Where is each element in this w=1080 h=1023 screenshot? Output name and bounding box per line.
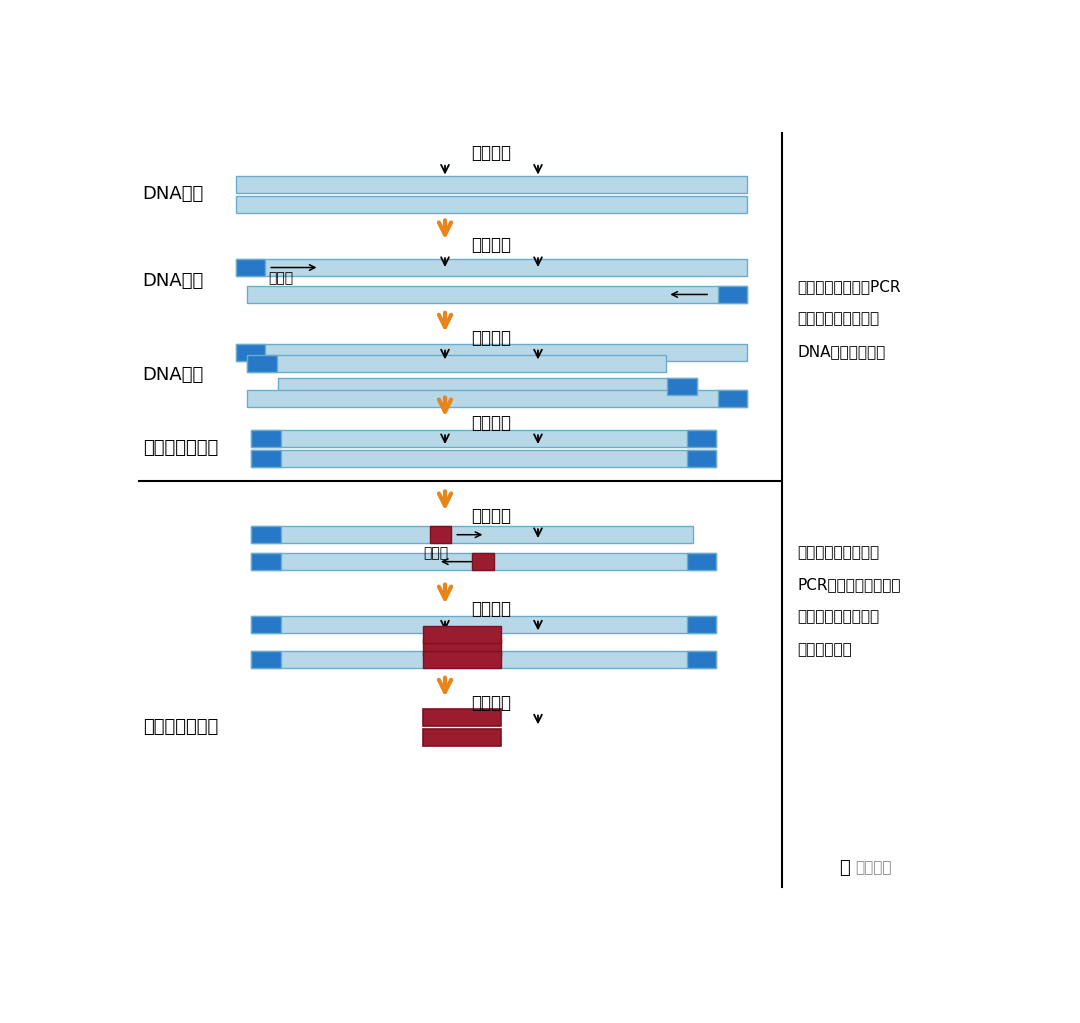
Bar	[423, 626, 501, 642]
Bar	[687, 450, 716, 466]
Bar	[235, 344, 266, 361]
Text: DNA模板进行扩増: DNA模板进行扩増	[798, 344, 886, 359]
Text: 目的序列: 目的序列	[472, 507, 512, 526]
Bar	[687, 616, 716, 633]
Bar	[718, 390, 747, 407]
Bar	[247, 390, 747, 407]
Text: 第一轮扩増产物: 第一轮扩増产物	[143, 440, 218, 457]
Text: DNA模板: DNA模板	[143, 366, 204, 385]
Bar	[252, 616, 716, 633]
Text: 第二轮扩増以第一轮: 第二轮扩増以第一轮	[798, 545, 880, 560]
Bar	[252, 553, 281, 570]
Bar	[235, 344, 747, 361]
Bar	[423, 651, 501, 668]
Bar	[252, 526, 693, 543]
Bar	[252, 651, 281, 668]
Bar	[247, 355, 276, 372]
Bar	[423, 638, 501, 656]
Bar	[247, 286, 747, 303]
Bar	[718, 286, 747, 303]
Bar	[252, 450, 716, 466]
Text: PCR扩増产物为模板，: PCR扩増产物为模板，	[798, 577, 901, 592]
Bar	[252, 430, 716, 447]
Bar	[235, 259, 747, 276]
Bar	[423, 709, 501, 725]
Text: 第二轮扩増产物: 第二轮扩増产物	[143, 718, 218, 737]
Text: 内引物结合在第一轮: 内引物结合在第一轮	[798, 610, 880, 625]
Text: 目的序列: 目的序列	[472, 694, 512, 712]
Bar	[687, 430, 716, 447]
Text: DNA模板: DNA模板	[143, 185, 204, 204]
Bar	[472, 553, 494, 570]
Bar	[252, 526, 281, 543]
Text: 目的序列: 目的序列	[472, 328, 512, 347]
Bar	[430, 526, 451, 543]
Text: 目的序列: 目的序列	[472, 236, 512, 255]
Text: 目的序列: 目的序列	[472, 144, 512, 162]
Text: 今日之森: 今日之森	[855, 860, 892, 876]
Bar	[279, 379, 697, 395]
Text: 第一轮扩増与普通PCR: 第一轮扩増与普通PCR	[798, 279, 901, 295]
Bar	[252, 616, 281, 633]
Bar	[423, 728, 501, 746]
Text: 目的序列: 目的序列	[472, 413, 512, 432]
Text: 相似，利用外引物对: 相似，利用外引物对	[798, 312, 880, 326]
Bar	[687, 553, 716, 570]
Bar	[252, 553, 716, 570]
Bar	[252, 651, 716, 668]
Text: 目的序列: 目的序列	[472, 599, 512, 618]
Bar	[667, 379, 697, 395]
Bar	[235, 196, 747, 213]
Bar	[235, 259, 266, 276]
Bar	[235, 176, 747, 192]
Bar	[252, 450, 281, 466]
Text: 外引物: 外引物	[268, 271, 294, 285]
Bar	[247, 355, 666, 372]
Bar	[687, 651, 716, 668]
Text: DNA模板: DNA模板	[143, 272, 204, 291]
Text: 🌿: 🌿	[839, 859, 850, 877]
Text: 扩増产物内部: 扩増产物内部	[798, 642, 852, 657]
Bar	[252, 430, 281, 447]
Text: 内引物: 内引物	[423, 546, 448, 561]
